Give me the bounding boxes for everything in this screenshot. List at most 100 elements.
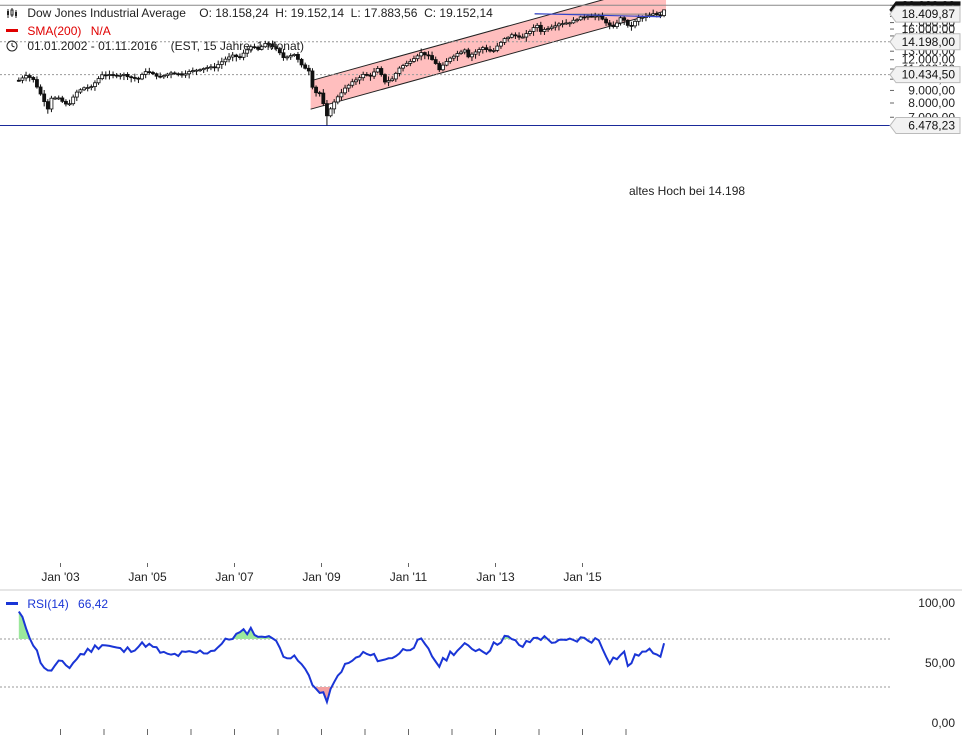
candle [393, 71, 398, 82]
candle [575, 18, 579, 23]
ohlc-readout: O: 18.158,24 H: 19.152,14 L: 17.883,56 C… [199, 5, 493, 20]
candle-body-up [451, 55, 456, 59]
candle-body-up [292, 54, 297, 56]
candle-body-down [16, 79, 21, 82]
legend-instrument: Dow Jones Industrial Average O: 18.158,2… [6, 5, 493, 20]
candle [230, 52, 235, 62]
candle [546, 26, 550, 32]
candle [328, 107, 333, 118]
candle [267, 41, 271, 48]
candle-body-down [45, 101, 50, 110]
candle-body-down [437, 63, 442, 71]
candle [560, 20, 565, 28]
candle-body-up [56, 97, 61, 100]
legend-rsi[interactable]: RSI(14) 66,42 [6, 596, 108, 611]
candle-body-up [401, 65, 405, 69]
time-tick-label: Jan '07 [215, 570, 254, 584]
candle-body-down [125, 74, 130, 78]
candle-body-down [368, 74, 373, 77]
candle-body-up [553, 25, 558, 28]
annotation-old-high: altes Hoch bei 14.198 [629, 184, 745, 198]
rsi-label: RSI(14) [27, 596, 69, 611]
candle [169, 70, 173, 79]
candle-body-up [216, 64, 221, 69]
candle [259, 44, 264, 51]
candle-body-up [74, 91, 79, 98]
candle [321, 89, 326, 107]
candle [194, 68, 199, 76]
candle [455, 50, 460, 61]
candle-body-up [560, 23, 565, 25]
legend-sma[interactable]: SMA(200) N/A [6, 23, 111, 38]
candle [190, 67, 195, 74]
candle-body-up [53, 97, 57, 100]
candle [85, 84, 90, 92]
candle [415, 53, 420, 62]
candle [277, 46, 282, 56]
candle [437, 61, 442, 72]
candle [408, 58, 413, 67]
candle [96, 76, 101, 85]
candle-body-up [596, 15, 601, 18]
candle [299, 57, 304, 68]
rsi-tick-label: 0,00 [932, 716, 956, 730]
candle-body-up [285, 56, 289, 59]
candle [466, 47, 471, 59]
candle-body-up [531, 27, 536, 32]
time-tick-label: Jan '03 [41, 570, 80, 584]
candle [103, 71, 108, 80]
candle [343, 84, 347, 95]
candle [27, 73, 32, 82]
candle [238, 53, 242, 60]
candle [615, 19, 619, 29]
candle [535, 23, 540, 32]
candle-body-up [528, 31, 532, 34]
candle [89, 84, 94, 91]
candle-body-down [306, 67, 311, 72]
candle-body-up [205, 67, 210, 69]
candle [42, 89, 47, 107]
candle-body-up [354, 79, 358, 83]
candle-body-up [361, 73, 366, 79]
candle-body-down [180, 73, 184, 76]
candle-body-up [390, 78, 395, 81]
sma-value: N/A [90, 23, 111, 38]
price-badge-1: 18.409,87 [889, 5, 961, 23]
candle [484, 44, 489, 53]
candle [132, 73, 137, 82]
candle [198, 68, 202, 72]
candle [49, 95, 54, 113]
candle-body-down [172, 72, 177, 75]
candle [154, 72, 159, 80]
candle-body-up [586, 15, 590, 18]
candle [524, 29, 529, 42]
candle-body-up [49, 97, 54, 110]
price-tick-label: 9.000,00 [908, 83, 955, 97]
candle-body-up [24, 75, 28, 79]
candle [114, 73, 119, 79]
candle [361, 71, 366, 81]
price-tick-label: 16.000,00 [902, 22, 956, 36]
candle [625, 19, 630, 28]
candle-body-down [426, 54, 431, 57]
candle-body-down [607, 22, 612, 26]
candle-body-up [662, 9, 666, 16]
price-badge-4: 6.478,23 [889, 117, 961, 135]
candle [354, 77, 358, 85]
candle [176, 72, 181, 77]
candle [390, 76, 395, 82]
candle [357, 75, 362, 85]
candle [31, 76, 36, 83]
price-tick-label: 8.000,00 [908, 96, 955, 110]
candle [419, 48, 424, 61]
candle [513, 32, 518, 39]
candle-body-down [629, 24, 634, 27]
candle [502, 37, 507, 45]
candle [205, 65, 210, 72]
candle [604, 17, 608, 26]
candle [107, 70, 112, 80]
candle-body-up [96, 78, 101, 84]
candle-body-up [372, 71, 376, 77]
candle [520, 33, 525, 39]
candle-body-up [82, 87, 86, 91]
